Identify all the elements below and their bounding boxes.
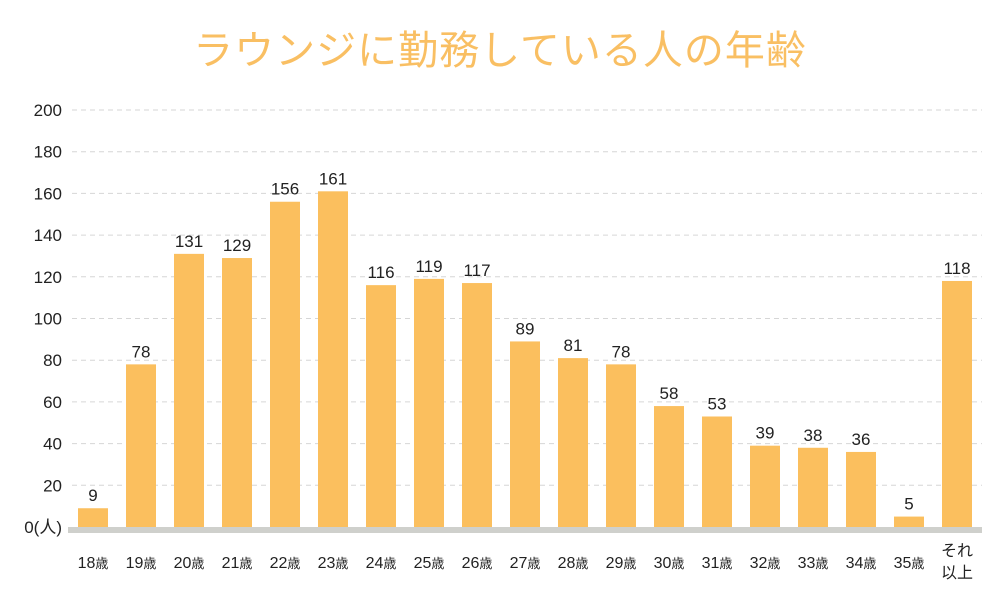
x-tick-label: 33歳 [798,555,829,572]
data-label: 81 [564,336,583,355]
bar [654,406,684,527]
x-tick-label: 30歳 [654,555,685,572]
x-tick-label: それ [941,543,973,560]
y-tick-label: 160 [34,184,62,203]
x-tick-label: 24歳 [366,555,397,572]
data-label: 53 [708,394,727,413]
bar [270,201,300,528]
y-tick-label: 0(人) [24,518,62,537]
x-axis-baseline [68,527,982,533]
data-label: 78 [132,342,151,361]
data-label: 131 [175,232,203,251]
y-tick-label: 120 [34,268,62,287]
y-tick-label: 40 [43,435,62,454]
x-tick-label: 以上 [941,564,973,582]
bar [798,447,828,527]
x-tick-label: 22歳 [270,555,301,572]
chart-title: ラウンジに勤務している人の年齢 [193,28,807,74]
data-label: 117 [463,261,490,280]
y-tick-label: 20 [43,476,62,495]
y-tick-label: 140 [34,226,62,245]
x-tick-label: 25歳 [414,555,445,572]
x-tick-label: 34歳 [846,555,877,572]
data-label: 5 [904,495,913,514]
bar [174,253,204,528]
data-label: 9 [88,486,97,505]
data-label: 38 [804,426,823,445]
data-label: 39 [756,424,775,443]
bar [510,341,540,527]
bar [462,283,492,527]
bar [942,280,972,527]
bar [606,364,636,527]
bar [846,451,876,527]
bar [222,258,252,527]
data-label: 161 [319,169,347,188]
bar [78,508,108,527]
x-tick-label: 23歳 [318,555,349,572]
y-tick-label: 100 [34,310,62,329]
x-tick-label: 31歳 [702,555,733,572]
data-label: 118 [943,259,970,278]
bar [318,191,348,527]
x-tick-label: 19歳 [126,555,157,572]
bar [894,516,924,527]
y-tick-label: 80 [43,351,62,370]
data-label: 89 [516,319,535,338]
x-tick-label: 26歳 [462,555,493,572]
bar [366,285,396,527]
bar [414,278,444,527]
y-tick-label: 60 [43,393,62,412]
y-tick-label: 200 [34,101,62,120]
x-tick-label: 29歳 [606,555,637,572]
y-tick-label: 180 [34,143,62,162]
x-tick-label: 28歳 [558,555,589,572]
x-tick-label: 32歳 [750,555,781,572]
x-tick-label: 20歳 [174,555,205,572]
bar [750,445,780,527]
data-label: 119 [415,257,442,276]
x-tick-label: 35歳 [894,555,925,572]
data-label: 36 [852,430,871,449]
x-tick-label: 21歳 [222,555,253,572]
data-label: 129 [223,236,251,255]
data-label: 78 [612,342,631,361]
x-tick-label: 27歳 [510,555,541,572]
bar [702,416,732,527]
bar [558,358,588,527]
data-label: 116 [367,263,394,282]
x-tick-label: 18歳 [78,555,109,572]
bar [126,364,156,527]
data-label: 156 [271,180,299,199]
data-label: 58 [660,384,679,403]
